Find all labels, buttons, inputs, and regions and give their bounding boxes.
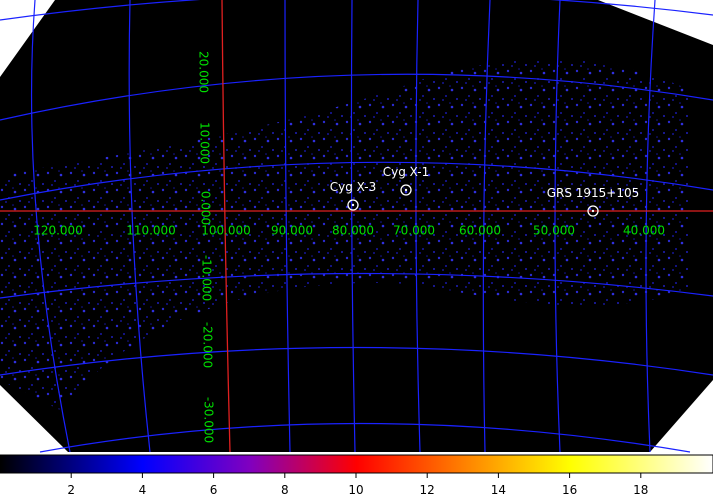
latitude-label: -30.000 [202, 397, 216, 443]
source-marker [587, 205, 599, 217]
red-axis [221, 0, 231, 453]
longitude-label: 110.000 [126, 224, 176, 238]
colorbar [0, 454, 713, 474]
latitude-label: 0.000 [199, 191, 213, 225]
longitude-label: 80.000 [332, 224, 374, 238]
longitude-label: 70.000 [393, 224, 435, 238]
grid-labels: 120.000 110.000 100.000 90.000 80.000 70.000 6… [33, 51, 665, 443]
latitude-label: 10.000 [198, 122, 212, 164]
source-label: Cyg X-3 [330, 180, 377, 194]
latitude-label: -10.000 [200, 255, 214, 301]
longitude-label: 60.000 [459, 224, 501, 238]
colorbar-tick-label: 18 [633, 483, 648, 497]
source-marker [400, 184, 412, 196]
colorbar-tick-label: 8 [281, 483, 289, 497]
image [0, 0, 713, 452]
colorbar-tick-label: 10 [348, 483, 363, 497]
colorbar-tick-label: 2 [67, 483, 75, 497]
source-center [404, 188, 408, 192]
source-label: Cyg X-1 [383, 165, 430, 179]
colorbar-tick-label: 4 [139, 483, 147, 497]
longitude-label: 50.000 [533, 224, 575, 238]
colorbar-tick-label: 6 [210, 483, 218, 497]
source-center [351, 203, 355, 207]
longitude-label: 100.000 [201, 224, 251, 238]
colorbar-tick-label: 14 [491, 483, 506, 497]
colorbar-tick-label: 12 [420, 483, 435, 497]
survey-coverage [0, 58, 690, 411]
source-label: GRS 1915+105 [547, 186, 640, 200]
sources: Cyg X-3 Cyg X-1 GRS 1915+105 [330, 165, 640, 217]
source-center [591, 209, 595, 213]
longitude-label: 40.000 [623, 224, 665, 238]
latitude-label: 20.000 [197, 51, 211, 93]
longitude-label: 120.000 [33, 224, 83, 238]
source-marker [347, 199, 359, 211]
colorbar-tick-label: 16 [562, 483, 577, 497]
latitude-label: -20.000 [201, 322, 215, 368]
colorbar-ticks: 2 4 6 8 10 12 14 16 18 [67, 473, 648, 497]
longitude-label: 90.000 [271, 224, 313, 238]
